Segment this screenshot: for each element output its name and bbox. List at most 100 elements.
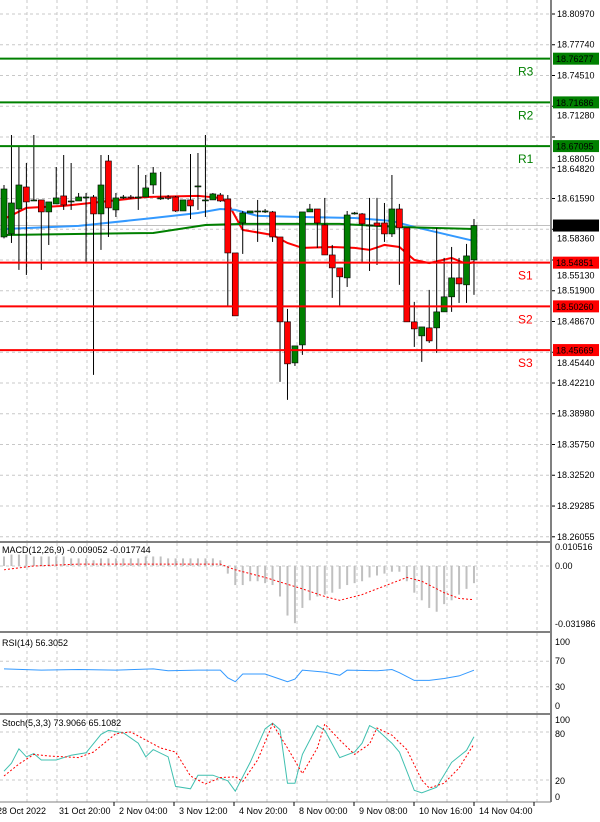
price-tick-label: 18.58360 (557, 234, 595, 244)
candle-down (217, 194, 224, 202)
rsi-tick-label: 100 (555, 637, 570, 647)
candle-up (291, 345, 299, 364)
candle-up (179, 199, 187, 212)
candle-down (23, 186, 30, 203)
price-tick-label: 18.55130 (557, 271, 595, 281)
time-tick-label: 10 Nov 16:00 (419, 806, 473, 816)
price-tick-label: 18.68050 (557, 154, 595, 164)
candle-up (463, 255, 470, 286)
candle-down (396, 208, 403, 229)
candle-up (433, 311, 440, 329)
candle-up (299, 211, 306, 346)
candle-down (105, 160, 112, 209)
level-name-r2: R2 (518, 108, 534, 122)
price-tick-label: 18.77740 (557, 40, 595, 50)
candle-down (314, 208, 321, 224)
candle-up (82, 196, 90, 199)
candle-up (157, 197, 164, 200)
price-tick-label: 18.48670 (557, 316, 595, 326)
stoch-tick-label: 0 (555, 792, 560, 802)
candle-down (187, 199, 194, 207)
time-tick-label: 2 Nov 04:00 (119, 806, 168, 816)
level-name-s3: S3 (518, 356, 533, 370)
candle-up (388, 208, 396, 235)
candle-up (418, 326, 426, 337)
price-tick-label: 18.51900 (557, 286, 595, 296)
candle-up (470, 225, 478, 261)
candle-down (127, 196, 135, 199)
stoch-panel[interactable] (3, 722, 475, 794)
candle-up (30, 199, 38, 202)
price-tick-label: 18.26055 (557, 532, 595, 542)
candle-up (149, 172, 157, 186)
candle-up (202, 199, 209, 202)
candle-down (37, 199, 45, 213)
candle-up (246, 210, 254, 214)
rsi-tick-label: 70 (555, 656, 565, 666)
candle-up (254, 210, 261, 213)
moving-average-line-0 (3, 194, 475, 265)
candle-down (60, 195, 67, 206)
candle-up (75, 196, 82, 202)
candle-down (381, 222, 388, 235)
level-price-box (553, 344, 599, 357)
candle-down (425, 327, 433, 342)
candle-down (358, 213, 366, 225)
macd-tick-label: -0.031986 (555, 619, 596, 629)
level-price-label: 18.71686 (556, 98, 594, 108)
level-price-box (553, 52, 599, 65)
time-tick-label: 31 Oct 20:00 (59, 806, 111, 816)
candle-down (231, 252, 239, 317)
candle-up (351, 212, 358, 215)
stoch-signal-line (3, 722, 475, 789)
price-tick-label: 18.32520 (557, 470, 595, 480)
grid (0, 0, 551, 802)
candle-up (120, 196, 127, 199)
price-tick-label: 18.29285 (557, 501, 595, 511)
level-price-box (553, 300, 599, 313)
macd-panel[interactable] (3, 554, 475, 624)
candle-up (209, 193, 217, 201)
price-panel[interactable]: R3 R2 R1 S1 S2 S3 (0, 57, 551, 400)
stoch-main-line (3, 722, 475, 794)
candle-up (15, 184, 23, 210)
current-price-box (553, 219, 599, 232)
candle-up (52, 197, 60, 205)
level-name-r3: R3 (518, 65, 534, 79)
price-tick-label: 18.61590 (557, 193, 595, 203)
candle-up (239, 212, 247, 224)
price-tick-label: 18.74510 (557, 70, 595, 80)
rsi-panel[interactable] (3, 668, 475, 683)
current-price-label: 18.58750 (556, 221, 594, 231)
candle-up (448, 277, 455, 298)
candle-down (455, 277, 463, 285)
level-name-s2: S2 (518, 312, 533, 326)
level-price-box (553, 96, 599, 109)
price-tick-label: 18.38980 (557, 409, 595, 419)
level-price-label: 18.54851 (556, 258, 594, 268)
level-price-label: 18.76277 (556, 54, 594, 64)
rsi-title: RSI(14) 56.3052 (2, 638, 68, 648)
candle-down (336, 267, 344, 278)
candle-up (97, 184, 105, 215)
panel-separator (0, 631, 551, 633)
level-price-box (553, 256, 599, 269)
candle-up (261, 210, 269, 213)
candle-down (403, 227, 411, 323)
price-tick-label: 18.35750 (557, 439, 595, 449)
candle-down (321, 224, 329, 256)
price-tick-label: 18.45440 (557, 358, 595, 368)
candle-down (90, 196, 97, 215)
level-price-box (553, 140, 599, 153)
panel-separator (0, 541, 551, 543)
stoch-title: Stoch(5,3,3) 73.9066 65.1082 (2, 718, 121, 728)
time-tick-label: 14 Nov 04:00 (479, 806, 533, 816)
price-tick-label: 18.80970 (557, 9, 595, 19)
candle-up (134, 196, 142, 199)
candle-down (373, 222, 381, 227)
level-price-label: 18.45669 (556, 346, 594, 356)
candle-up (306, 208, 314, 213)
macd-tick-label: 0.00 (555, 561, 573, 571)
level-price-label: 18.50260 (556, 302, 594, 312)
